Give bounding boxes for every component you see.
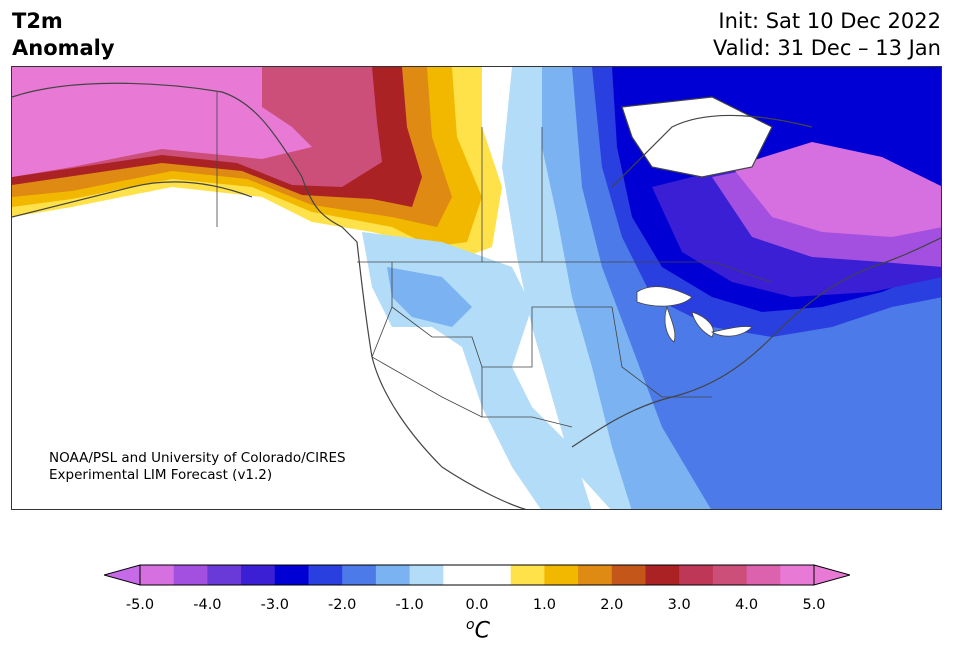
colorbar-segment <box>140 565 175 585</box>
unit-superscript: o <box>466 617 475 633</box>
colorbar-tick-label: -4.0 <box>193 597 222 613</box>
unit-label: oC <box>466 617 490 643</box>
colorbar-segment <box>712 565 748 585</box>
colorbar-tick-label: 3.0 <box>667 597 691 613</box>
colorbar-segment <box>510 565 545 585</box>
colorbar-segment <box>443 565 478 585</box>
colorbar-tick-label: -5.0 <box>125 597 155 613</box>
map-title: T2m Anomaly <box>12 8 115 62</box>
colorbar-segment <box>645 565 680 585</box>
colorbar-segment <box>679 565 714 585</box>
map-svg <box>12 67 941 509</box>
colorbar-segment <box>578 565 613 585</box>
anomaly-region-pink <box>12 67 312 177</box>
colorbar-tick-label: 1.0 <box>532 597 556 613</box>
colorbar <box>104 564 850 586</box>
colorbar-segment <box>274 565 309 585</box>
title-line-1: T2m <box>12 9 63 33</box>
colorbar-outline <box>139 564 815 586</box>
colorbar-over-arrow <box>813 564 850 586</box>
anomaly-region-skyblue-west <box>387 267 472 327</box>
anomaly-region-orchid <box>732 142 941 237</box>
colorbar-segment <box>375 565 411 585</box>
colorbar-segment <box>207 565 242 585</box>
colorbar-segment <box>308 565 343 585</box>
colorbar-segment <box>477 565 512 585</box>
colorbar-tick-label: 0.0 <box>465 597 489 613</box>
colorbar-tick-label: 2.0 <box>600 597 624 613</box>
colorbar-segment <box>544 565 579 585</box>
colorbar-tick-label: -2.0 <box>328 597 357 613</box>
colorbar-tick-label: 5.0 <box>802 597 826 613</box>
coastlines <box>12 82 941 509</box>
credit-line-1: NOAA/PSL and University of Colorado/CIRE… <box>49 450 346 466</box>
great-lakes <box>636 286 753 343</box>
colorbar-segment <box>342 565 377 585</box>
colorbar-segment <box>409 565 444 585</box>
colorbar-tick-label: 4.0 <box>735 597 759 613</box>
colorbar-segment <box>746 565 781 585</box>
political-borders <box>216 92 773 428</box>
data-credit: NOAA/PSL and University of Colorado/CIRE… <box>49 450 346 484</box>
colorbar-segment <box>611 565 646 585</box>
colorbar-tick-label: -3.0 <box>260 597 289 613</box>
title-line-2: Anomaly <box>12 36 115 60</box>
forecast-dates: Init: Sat 10 Dec 2022 Valid: 31 Dec – 13… <box>713 8 941 62</box>
hudson-bay <box>622 97 772 177</box>
colorbar-segment <box>780 565 815 585</box>
init-date: Init: Sat 10 Dec 2022 <box>718 9 941 33</box>
credit-line-2: Experimental LIM Forecast (v1.2) <box>49 467 273 483</box>
colorbar-tick-label: -1.0 <box>395 597 424 613</box>
anomaly-map <box>11 66 942 510</box>
colorbar-segment <box>241 565 276 585</box>
unit-main: C <box>474 618 490 644</box>
valid-range: Valid: 31 Dec – 13 Jan <box>712 36 941 60</box>
colorbar-segment <box>173 565 208 585</box>
colorbar-under-arrow <box>104 564 141 586</box>
